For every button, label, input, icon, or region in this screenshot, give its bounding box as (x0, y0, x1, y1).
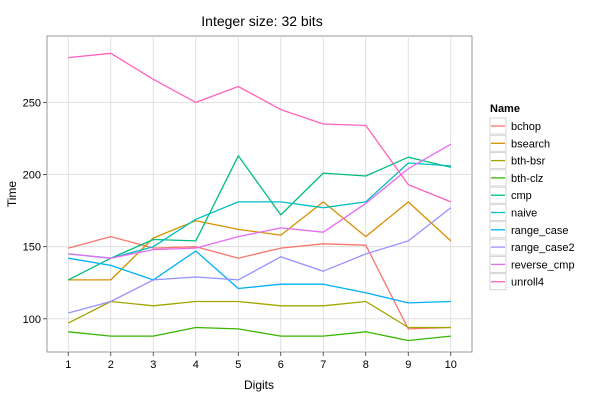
y-tick-label: 250 (23, 97, 41, 109)
series-line-bth-clz (68, 326, 451, 342)
legend-title: Name (490, 103, 520, 115)
legend-label: naive (511, 208, 537, 220)
series-line-bchop (68, 235, 451, 330)
y-tick-label: 150 (23, 242, 41, 254)
legend-label: bsearch (511, 138, 550, 150)
legend-item-range-case: range_case (489, 221, 569, 239)
legend-label: bchop (511, 121, 541, 133)
legend-label: bth-bsr (511, 156, 546, 168)
series-line-naive (68, 162, 451, 259)
x-tick-label: 2 (108, 359, 114, 371)
legend-label: reverse_cmp (511, 259, 575, 271)
x-tick-label: 4 (193, 359, 199, 371)
x-tick-label: 3 (150, 359, 156, 371)
x-tick-label: 1 (65, 359, 71, 371)
x-tick-label: 9 (405, 359, 411, 371)
legend-item-bth-bsr: bth-bsr (489, 152, 546, 170)
x-axis-label: Digits (244, 378, 274, 392)
legend-label: range_case (511, 225, 569, 237)
legend: Name bchop bsearch bth-bsr bth-clz cmp naive r… (489, 103, 575, 291)
chart-title: Integer size: 32 bits (201, 13, 322, 29)
legend-label: range_case2 (511, 242, 575, 254)
y-tick-label: 200 (23, 170, 41, 182)
series-line-reverse-cmp (68, 143, 452, 259)
y-axis-label: Time (5, 181, 19, 208)
series-line-range-case2 (68, 207, 452, 314)
legend-item-bth-clz: bth-clz (489, 169, 543, 187)
series-line-unroll4 (68, 52, 452, 203)
legend-item-naive: naive (489, 204, 537, 221)
gridlines (47, 36, 472, 352)
series-line-cmp (68, 155, 451, 281)
legend-label: bth-clz (511, 173, 543, 185)
series-line-range-case (68, 250, 451, 304)
x-tick-label: 6 (278, 359, 284, 371)
series-line-bth-bsr (68, 300, 451, 329)
legend-label: unroll4 (511, 277, 544, 289)
legend-item-range-case2: range_case2 (489, 238, 575, 256)
legend-label: cmp (511, 190, 532, 202)
legend-item-reverse-cmp: reverse_cmp (489, 255, 575, 273)
x-tick-label: 8 (363, 359, 369, 371)
legend-items: bchop bsearch bth-bsr bth-clz cmp naive range_… (489, 117, 575, 291)
plot-area (46, 35, 473, 353)
legend-item-unroll4: unroll4 (489, 273, 544, 291)
axis-ticks: 1 2 3 4 5 6 7 8 9 10 100 150 200 250 (23, 97, 457, 371)
x-tick-label: 7 (320, 359, 326, 371)
legend-item-bsearch: bsearch (489, 134, 550, 152)
series-layer (68, 52, 452, 342)
legend-item-cmp: cmp (489, 186, 532, 204)
y-tick-label: 100 (23, 314, 41, 326)
x-tick-label: 10 (445, 359, 457, 371)
legend-item-bchop: bchop (489, 117, 541, 135)
x-tick-label: 5 (235, 359, 241, 371)
